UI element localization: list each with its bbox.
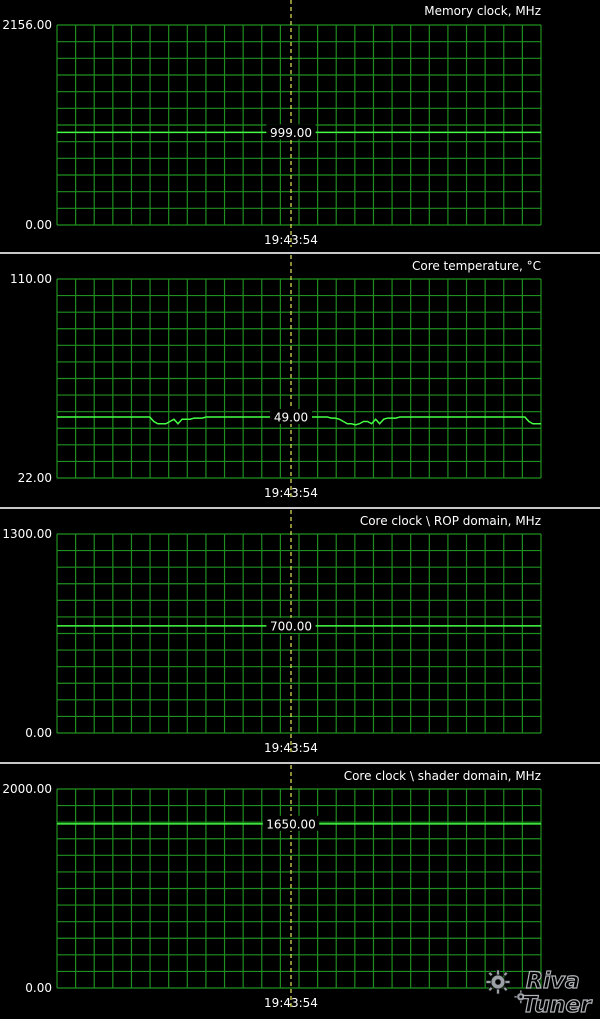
y-min-label: 0.00 bbox=[25, 981, 52, 995]
current-value-label: 700.00 bbox=[270, 619, 312, 633]
y-max-label: 1300.00 bbox=[2, 527, 52, 541]
current-value-label: 999.00 bbox=[270, 126, 312, 140]
small-gear-icon bbox=[514, 990, 528, 1004]
grid bbox=[56, 278, 542, 479]
value-label-bg bbox=[266, 124, 316, 140]
time-label: 19:43:54 bbox=[264, 741, 318, 755]
chart-title: Memory clock, MHz bbox=[424, 4, 541, 18]
gear-icon bbox=[485, 969, 511, 995]
value-label-bg bbox=[270, 408, 312, 424]
value-label-bg bbox=[266, 617, 316, 633]
time-label: 19:43:54 bbox=[264, 996, 318, 1010]
chart-panel: 700.00 Core clock \ ROP domain, MHz 1300.0… bbox=[0, 507, 600, 755]
time-label: 19:43:54 bbox=[264, 486, 318, 500]
chart-title: Core temperature, °C bbox=[412, 259, 541, 273]
chart-title: Core clock \ ROP domain, MHz bbox=[360, 514, 541, 528]
chart-panel: 999.00 Memory clock, MHz 2156.00 0.00 19:43:… bbox=[2, 0, 542, 247]
time-label: 19:43:54 bbox=[264, 233, 318, 247]
current-value-label: 49.00 bbox=[274, 410, 308, 424]
chart-title: Core clock \ shader domain, MHz bbox=[344, 769, 541, 783]
current-value-label: 1650.00 bbox=[266, 817, 316, 831]
y-max-label: 110.00 bbox=[10, 272, 52, 286]
value-label-bg bbox=[262, 815, 320, 831]
chart-panel: 1650.00 Core clock \ shader domain, MHz 20… bbox=[0, 762, 600, 1010]
y-min-label: 0.00 bbox=[25, 218, 52, 232]
y-max-label: 2000.00 bbox=[2, 782, 52, 796]
logo-text: Riva bbox=[526, 969, 580, 994]
grid bbox=[56, 533, 542, 734]
grid bbox=[56, 788, 542, 989]
y-min-label: 0.00 bbox=[25, 726, 52, 740]
y-min-label: 22.00 bbox=[18, 471, 52, 485]
y-max-label: 2156.00 bbox=[2, 18, 52, 32]
logo-text-tuner: Tuner bbox=[522, 993, 592, 1018]
chart-panel: 49.00 Core temperature, °C 110.00 22.00 19:4… bbox=[0, 252, 600, 500]
rivatuner-logo: Riva Tuner bbox=[485, 968, 593, 1019]
